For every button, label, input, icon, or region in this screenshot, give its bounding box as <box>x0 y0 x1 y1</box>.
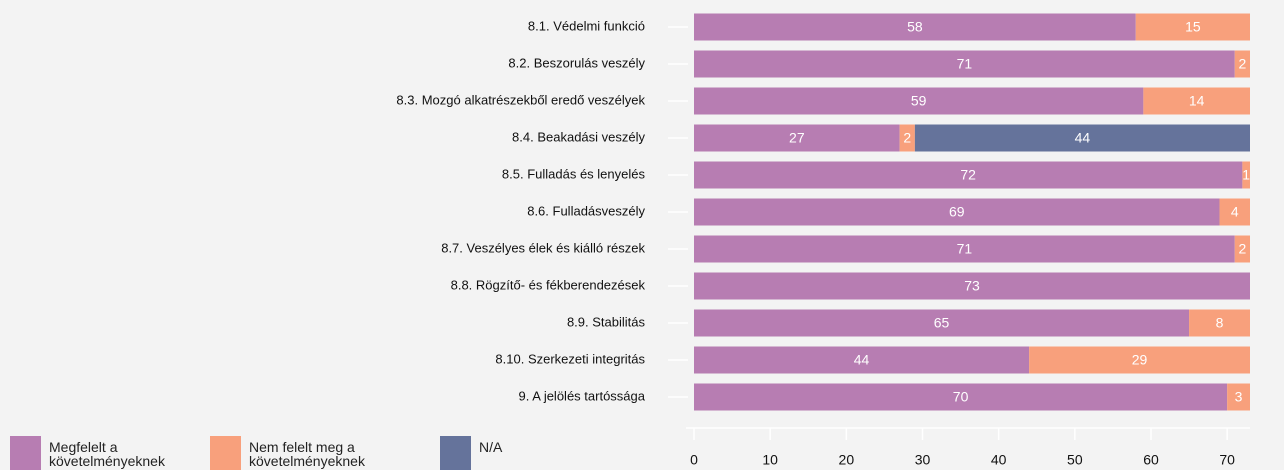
bar-segment <box>694 50 1235 78</box>
data-label: 44 <box>1075 130 1091 146</box>
category-label: 9. A jelölés tartóssága <box>519 388 646 403</box>
x-tick-label: 60 <box>1143 452 1159 468</box>
category-label: 8.6. Fulladásveszély <box>527 203 645 218</box>
data-label: 4 <box>1231 204 1239 220</box>
bar-segment <box>694 124 900 152</box>
data-label: 27 <box>789 130 805 146</box>
x-tick-label: 50 <box>1067 452 1083 468</box>
category-label: 8.4. Beakadási veszély <box>512 129 645 144</box>
bar-segment <box>694 13 1136 41</box>
bar-segment <box>1219 198 1250 226</box>
bar-segment <box>694 383 1228 411</box>
bar-segment <box>1189 309 1250 337</box>
category-label: 8.7. Veszélyes élek és kiálló részek <box>441 240 645 255</box>
bar-segment <box>1029 346 1250 374</box>
category-label: 8.2. Beszorulás veszély <box>508 55 645 70</box>
x-tick-label: 30 <box>915 452 931 468</box>
bar-segment <box>694 309 1190 337</box>
category-label: 8.10. Szerkezeti integritás <box>495 351 645 366</box>
legend-swatch <box>440 436 471 470</box>
data-label: 65 <box>934 315 950 331</box>
category-label: 8.8. Rögzítő- és fékberendezések <box>451 277 646 292</box>
bar-segment <box>1143 87 1250 115</box>
bar-segment <box>899 124 915 152</box>
data-label: 1 <box>1242 167 1250 183</box>
legend-label: Megfelelt a követelményeknek <box>49 439 165 469</box>
data-label: 2 <box>903 130 911 146</box>
data-label: 3 <box>1235 389 1243 405</box>
legend-item: Megfelelt a követelményeknek <box>10 436 199 470</box>
bar-segment <box>694 346 1030 374</box>
bar-segment <box>1242 161 1250 189</box>
legend-swatch <box>10 436 41 470</box>
data-label: 59 <box>911 93 927 109</box>
bar-segment <box>694 87 1144 115</box>
x-tick-label: 40 <box>991 452 1007 468</box>
bar-segment <box>1234 235 1250 263</box>
legend-item: N/A <box>440 436 629 470</box>
x-tick-label: 0 <box>690 452 698 468</box>
legend-label: N/A <box>479 439 503 455</box>
data-label: 15 <box>1185 19 1201 35</box>
x-tick-label: 10 <box>762 452 778 468</box>
bar-segment <box>694 272 1250 300</box>
category-label: 8.3. Mozgó alkatrészekből eredő veszélye… <box>396 92 645 107</box>
legend-swatch <box>210 436 241 470</box>
bar-segment <box>914 124 1250 152</box>
bar-segment <box>694 235 1235 263</box>
data-label: 2 <box>1238 56 1246 72</box>
bar-segment <box>1234 50 1250 78</box>
bar-segment <box>1135 13 1250 41</box>
data-label: 71 <box>957 241 973 257</box>
data-label: 70 <box>953 389 969 405</box>
legend-item: Nem felelt meg a követelményeknek <box>210 436 399 470</box>
category-label: 8.1. Védelmi funkció <box>528 18 645 33</box>
x-tick-label: 20 <box>839 452 855 468</box>
category-label: 8.9. Stabilitás <box>567 314 646 329</box>
bar-segment <box>694 198 1220 226</box>
bar-segment <box>694 161 1243 189</box>
data-label: 72 <box>960 167 976 183</box>
x-tick-label: 70 <box>1219 452 1235 468</box>
data-label: 14 <box>1189 93 1205 109</box>
data-label: 71 <box>957 56 973 72</box>
bar-segment <box>1227 383 1250 411</box>
data-label: 2 <box>1238 241 1246 257</box>
data-label: 73 <box>964 278 980 294</box>
data-label: 44 <box>854 352 870 368</box>
data-label: 69 <box>949 204 965 220</box>
category-label: 8.5. Fulladás és lenyelés <box>502 166 646 181</box>
legend-label: Nem felelt meg a követelményeknek <box>249 439 365 469</box>
data-label: 29 <box>1132 352 1148 368</box>
data-label: 8 <box>1216 315 1224 331</box>
data-label: 58 <box>907 19 923 35</box>
